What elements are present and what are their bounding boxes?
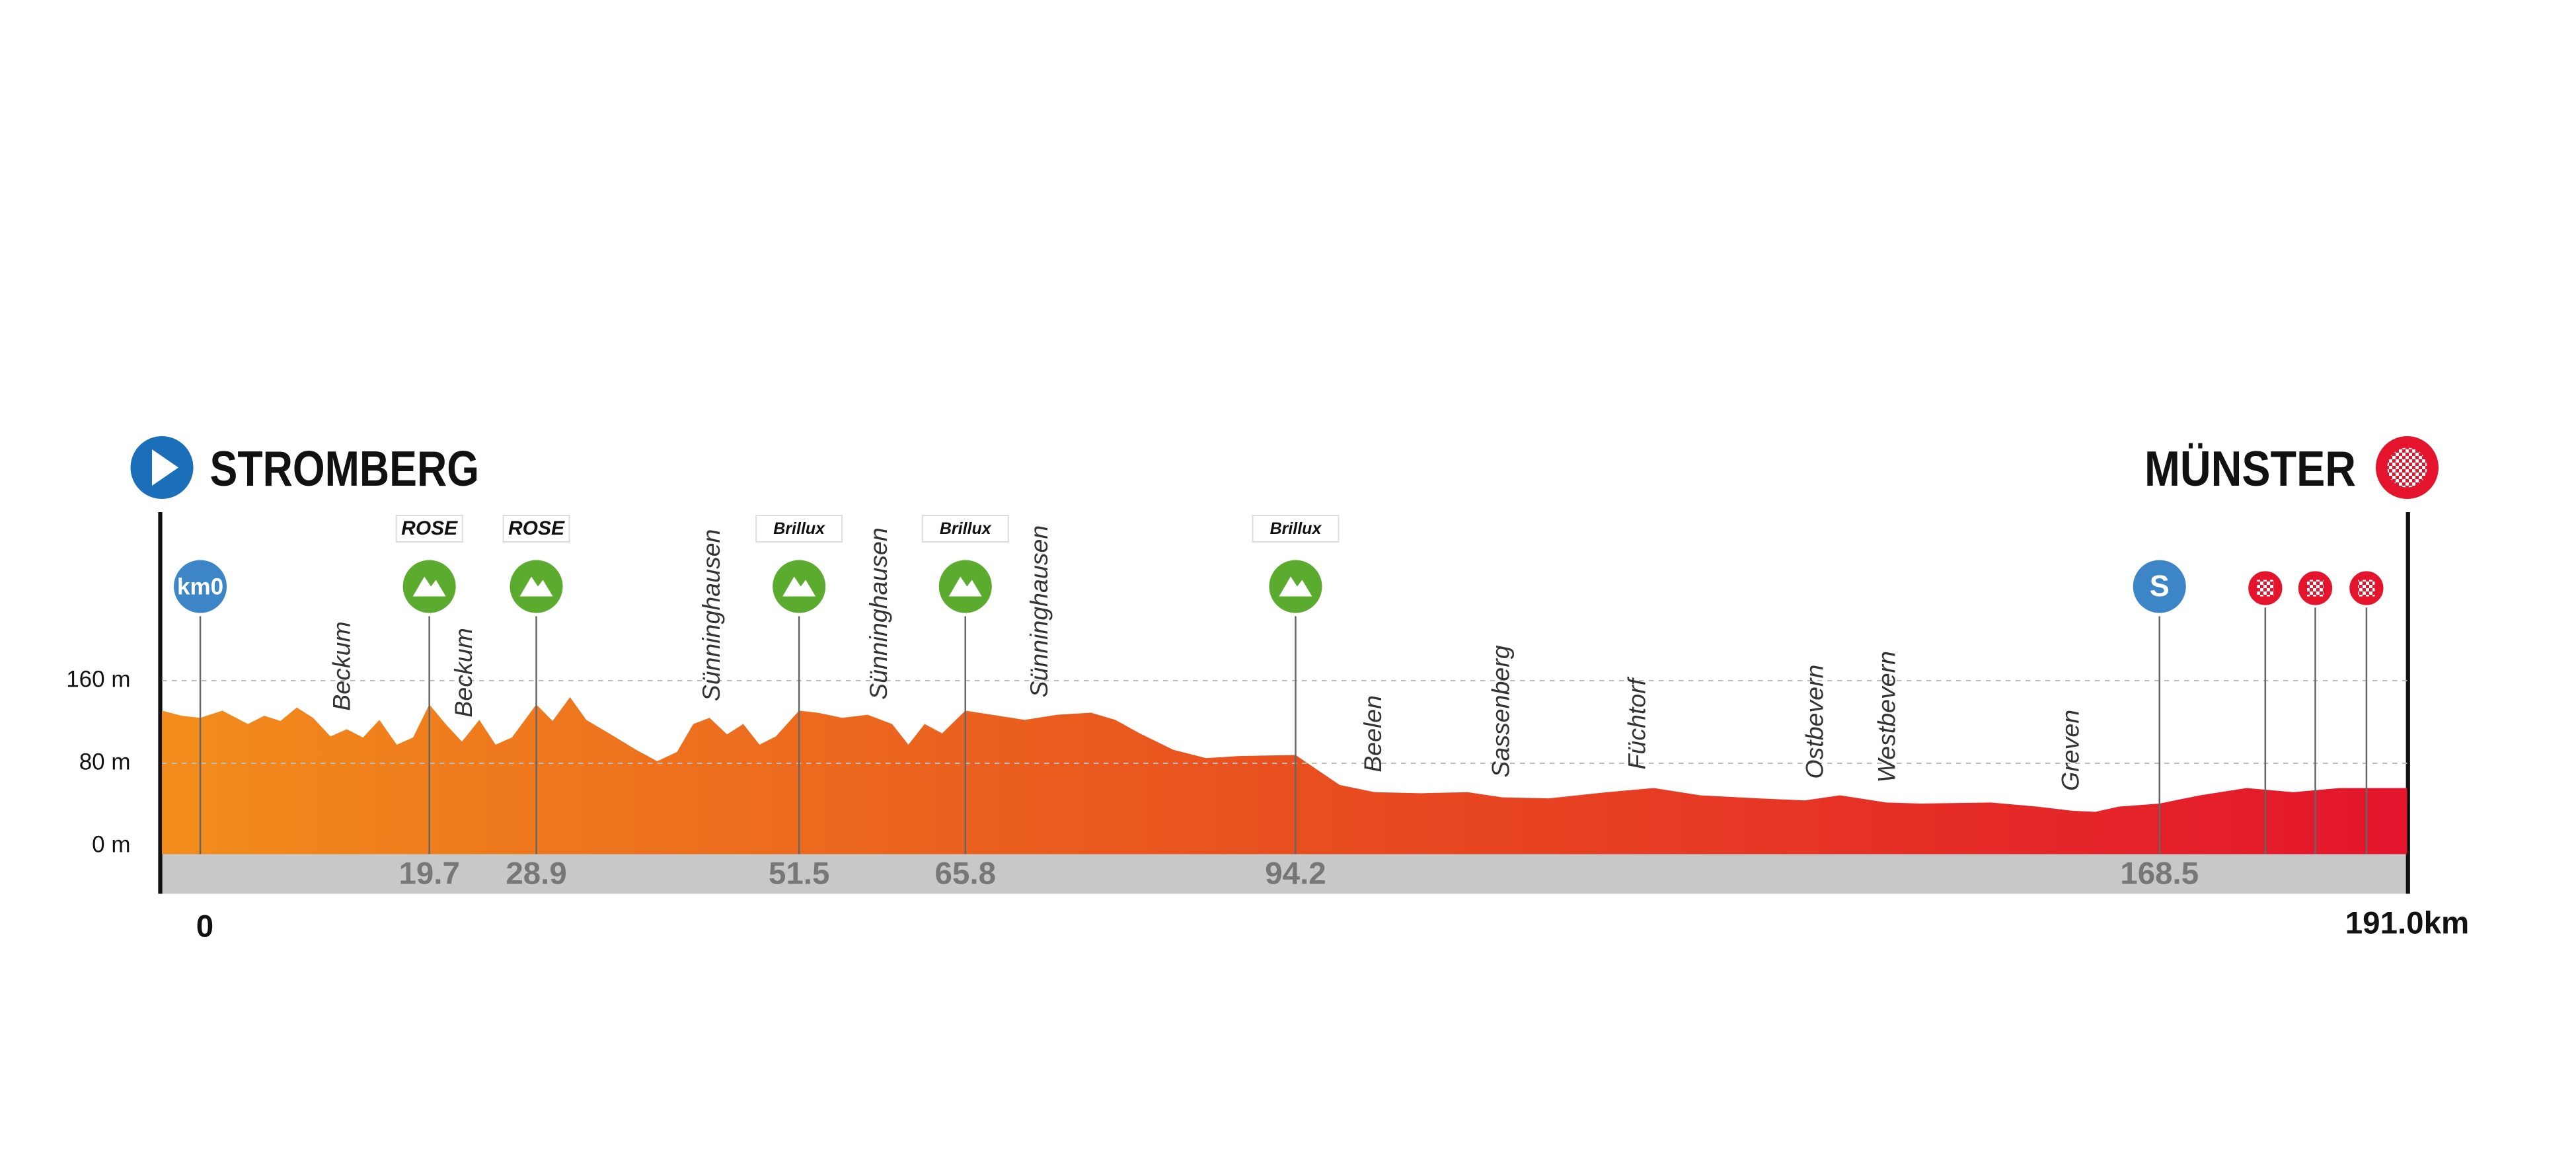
sponsor-label: ROSE bbox=[401, 517, 458, 539]
distance-label: 94.2 bbox=[1265, 856, 1326, 891]
town-label: Ostbevern bbox=[1801, 665, 1829, 779]
town-label: Sassenberg bbox=[1487, 645, 1515, 777]
elevation-area bbox=[162, 697, 2407, 854]
lap-flag bbox=[2307, 580, 2324, 597]
climb-icon bbox=[782, 576, 816, 597]
sponsor-box bbox=[1252, 515, 1340, 543]
distance-label: 51.5 bbox=[769, 856, 829, 891]
sponsor-label: Brillux bbox=[773, 519, 825, 538]
distance-label: 65.8 bbox=[935, 856, 996, 891]
y-tick-label: 0 m bbox=[92, 831, 130, 857]
climb-icon bbox=[948, 576, 982, 597]
town-label: Sünninghausen bbox=[697, 529, 725, 702]
distance-label: 19.7 bbox=[398, 856, 459, 891]
sponsor-box bbox=[395, 515, 463, 543]
start-icon-arrow bbox=[152, 449, 179, 486]
town-label: Beckum bbox=[449, 628, 477, 717]
sponsor-box bbox=[755, 515, 843, 543]
km0-badge bbox=[170, 556, 231, 617]
finish-distance: 191.0km bbox=[2345, 906, 2470, 941]
town-label: Beckum bbox=[327, 621, 355, 710]
town-label: Füchtorf bbox=[1622, 676, 1650, 769]
distance-label: 168.5 bbox=[2120, 856, 2199, 891]
start-town: STROMBERG bbox=[210, 441, 480, 496]
distance-band bbox=[162, 854, 2407, 894]
sponsor-label: Brillux bbox=[940, 519, 992, 538]
sponsor-box bbox=[502, 515, 570, 543]
km0-badge-label: km0 bbox=[177, 574, 223, 599]
finish-town: MÜNSTER bbox=[2144, 441, 2356, 496]
finish-icon-flag bbox=[2387, 447, 2427, 488]
climb-icon bbox=[1279, 576, 1312, 597]
lap-flag bbox=[2257, 580, 2274, 597]
town-label: Westbevern bbox=[1873, 651, 1901, 782]
distance-label: 28.9 bbox=[506, 856, 566, 891]
sprint-marker bbox=[2129, 556, 2189, 617]
sponsor-label: Brillux bbox=[1270, 519, 1322, 538]
sprint-label: S bbox=[2150, 569, 2170, 603]
start-distance: 0 bbox=[196, 909, 213, 944]
sponsor-box bbox=[921, 515, 1009, 543]
climb-icon bbox=[519, 576, 553, 597]
town-label: Sünninghausen bbox=[1025, 525, 1053, 698]
sponsor-label: ROSE bbox=[508, 517, 565, 539]
town-label: Sünninghausen bbox=[864, 527, 892, 700]
town-label: Greven bbox=[2057, 710, 2084, 791]
lap-flag bbox=[2358, 580, 2375, 597]
climb-icon bbox=[412, 576, 446, 597]
town-label: Beelen bbox=[1359, 695, 1386, 773]
y-tick-label: 80 m bbox=[79, 749, 131, 774]
y-tick-label: 160 m bbox=[66, 666, 130, 692]
